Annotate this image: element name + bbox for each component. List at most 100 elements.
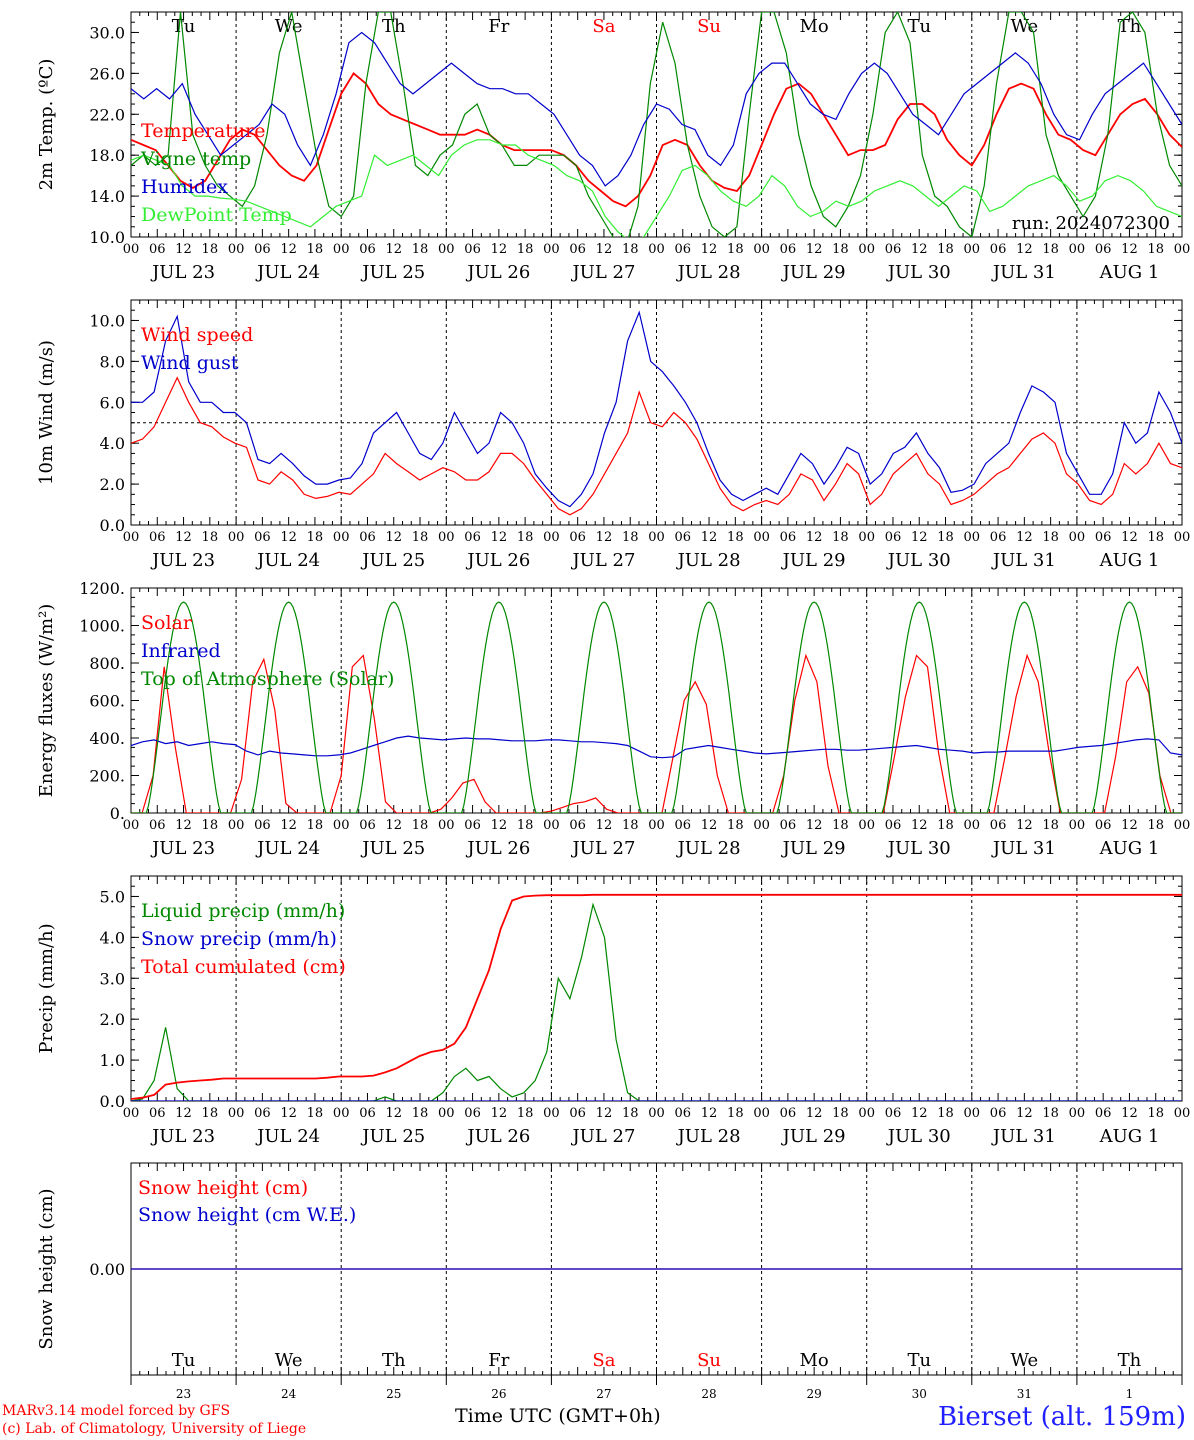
legend-entry: Infrared xyxy=(141,640,221,662)
day-number: 26 xyxy=(491,1387,506,1401)
hour-label: 00 xyxy=(123,530,140,545)
weekday-label: Th xyxy=(1118,1350,1142,1371)
day-label: JUL 23 xyxy=(150,838,215,859)
day-label: JUL 30 xyxy=(886,550,951,571)
hour-label: 06 xyxy=(254,818,271,833)
hour-label: 06 xyxy=(1095,1106,1112,1121)
day-label: JUL 24 xyxy=(255,262,320,283)
legend-entry: DewPoint Temp xyxy=(141,204,292,226)
hour-label: 12 xyxy=(175,818,192,833)
series-line-2 xyxy=(131,310,1182,508)
hour-label: 00 xyxy=(1069,242,1086,257)
hour-label: 06 xyxy=(990,818,1007,833)
y-tick-label: 3.0 xyxy=(100,969,125,988)
hour-label: 18 xyxy=(622,242,639,257)
day-label: AUG 1 xyxy=(1099,550,1160,571)
hour-label: 12 xyxy=(385,530,402,545)
hour-label: 00 xyxy=(753,242,770,257)
y-tick-label: 1.0 xyxy=(100,1051,125,1070)
hour-label: 18 xyxy=(1147,1106,1164,1121)
day-label: AUG 1 xyxy=(1099,262,1160,283)
hour-label: 06 xyxy=(569,818,586,833)
hour-label: 00 xyxy=(858,530,875,545)
hour-label: 06 xyxy=(885,818,902,833)
panel-3: 0. 200. 400. 600. 800. 1000. 1200. Energy fluxe… xyxy=(36,579,1190,859)
hour-label: 00 xyxy=(1174,242,1191,257)
hour-label: 12 xyxy=(806,242,823,257)
y-tick-label: 0.0 xyxy=(100,1092,125,1111)
hour-label: 18 xyxy=(622,530,639,545)
day-label: JUL 28 xyxy=(676,550,741,571)
hour-label: 12 xyxy=(1016,1106,1033,1121)
hour-label: 18 xyxy=(307,1106,324,1121)
day-number: 28 xyxy=(701,1387,716,1401)
weekday-label: Mo xyxy=(800,1350,829,1371)
hour-label: 06 xyxy=(1095,818,1112,833)
legend-entry: Snow precip (mm/h) xyxy=(141,928,337,950)
series-line-2 xyxy=(131,12,1182,237)
day-label: JUL 24 xyxy=(255,1126,320,1147)
hour-label: 18 xyxy=(1147,530,1164,545)
y-tick-label: 600. xyxy=(89,692,125,711)
hour-label: 18 xyxy=(832,1106,849,1121)
hour-label: 00 xyxy=(228,242,245,257)
day-label: JUL 27 xyxy=(570,550,635,571)
hour-label: 12 xyxy=(1016,818,1033,833)
hour-label: 06 xyxy=(675,1106,692,1121)
day-label: JUL 28 xyxy=(676,838,741,859)
hour-label: 12 xyxy=(491,818,508,833)
series-line-3 xyxy=(131,31,1182,187)
hour-label: 12 xyxy=(280,530,297,545)
y-tick-label: 0.0 xyxy=(100,516,125,535)
hour-label: 12 xyxy=(385,242,402,257)
hour-label: 12 xyxy=(596,818,613,833)
weekday-label: Sa xyxy=(592,16,615,37)
hour-label: 18 xyxy=(202,242,219,257)
hour-label: 12 xyxy=(1016,242,1033,257)
hour-label: 12 xyxy=(701,530,718,545)
hour-label: 18 xyxy=(412,242,429,257)
y-axis-label: Precip (mm/h) xyxy=(36,923,57,1053)
hour-label: 00 xyxy=(648,242,665,257)
hour-label: 00 xyxy=(964,818,981,833)
day-label: JUL 26 xyxy=(465,1126,530,1147)
y-tick-label: 800. xyxy=(89,654,125,673)
day-label: JUL 29 xyxy=(781,550,846,571)
y-tick-label: 10.0 xyxy=(89,228,125,247)
hour-label: 06 xyxy=(1095,530,1112,545)
day-number: 29 xyxy=(807,1387,822,1401)
y-tick-label: 8.0 xyxy=(100,352,125,371)
hour-label: 06 xyxy=(675,530,692,545)
hour-label: 00 xyxy=(123,818,140,833)
run-annotation: run: 2024072300 xyxy=(1012,213,1170,234)
hour-label: 00 xyxy=(228,530,245,545)
hour-label: 00 xyxy=(543,818,560,833)
hour-label: 12 xyxy=(911,1106,928,1121)
hour-label: 06 xyxy=(359,1106,376,1121)
y-tick-label: 10.0 xyxy=(89,311,125,330)
day-label: JUL 29 xyxy=(781,1126,846,1147)
hour-label: 00 xyxy=(333,530,350,545)
y-tick-label: 2.0 xyxy=(100,1010,125,1029)
day-label: JUL 28 xyxy=(676,1126,741,1147)
day-number: 25 xyxy=(386,1387,401,1401)
hour-label: 18 xyxy=(1042,818,1059,833)
hour-label: 00 xyxy=(858,242,875,257)
series-line-3 xyxy=(131,601,1182,813)
y-tick-label: 14.0 xyxy=(89,187,125,206)
weekday-label: Su xyxy=(697,16,721,37)
hour-label: 06 xyxy=(254,1106,271,1121)
day-label: JUL 30 xyxy=(886,1126,951,1147)
hour-label: 12 xyxy=(1121,818,1138,833)
hour-label: 18 xyxy=(517,1106,534,1121)
hour-label: 00 xyxy=(648,1106,665,1121)
hour-label: 12 xyxy=(385,1106,402,1121)
hour-label: 00 xyxy=(1174,530,1191,545)
hour-label: 00 xyxy=(858,818,875,833)
weekday-label: Fr xyxy=(488,1350,509,1371)
hour-label: 18 xyxy=(412,1106,429,1121)
hour-label: 00 xyxy=(333,1106,350,1121)
hour-label: 06 xyxy=(675,818,692,833)
plot-frame xyxy=(130,299,1183,526)
hour-label: 00 xyxy=(123,1106,140,1121)
